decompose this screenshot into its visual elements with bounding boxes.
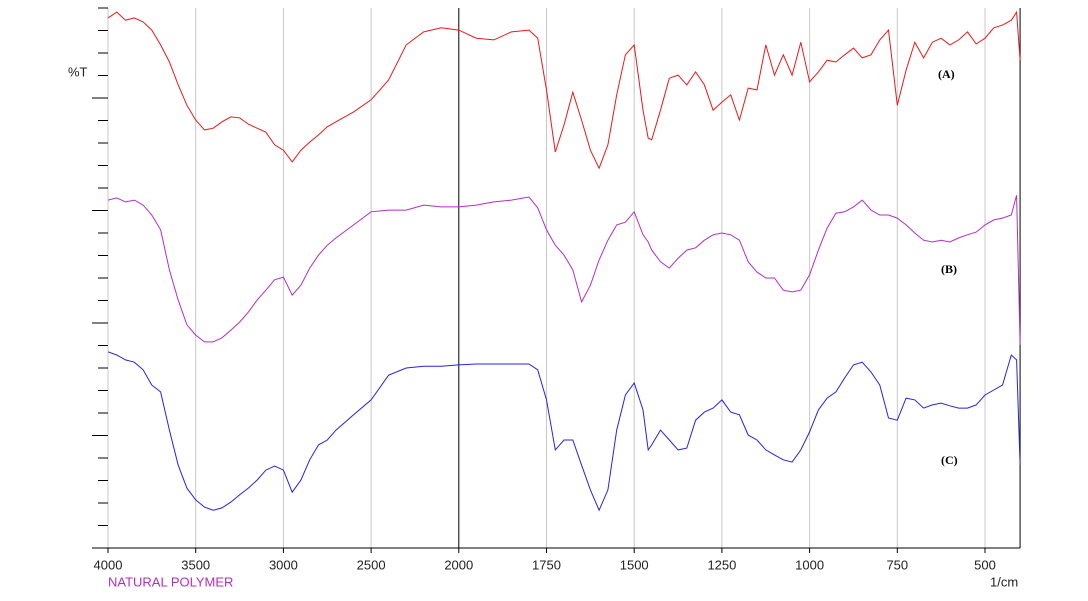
x-tick-label: 1000 [795,557,824,572]
x-tick-label: 4000 [94,557,123,572]
spectrum-line [107,351,1021,512]
spectrum-line [107,195,1021,346]
series-label: (B) [941,262,957,276]
x-tick-label: 3000 [269,557,298,572]
x-tick-label: 1250 [707,557,736,572]
x-tick-label: 2500 [357,557,386,572]
x-tick-label: 500 [974,557,996,572]
x-tick-label: 2000 [444,557,473,572]
series-label: (C) [941,453,958,467]
x-tick-label: 1750 [532,557,561,572]
footer-label: NATURAL POLYMER [108,574,233,589]
x-tick-label: 1500 [620,557,649,572]
x-tick-label: 3500 [181,557,210,572]
spectrum-line [107,10,1021,170]
x-tick-label: 750 [886,557,908,572]
series-label: (A) [938,67,955,81]
x-axis-label: 1/cm [990,574,1018,589]
y-axis-label: %T [68,64,88,79]
